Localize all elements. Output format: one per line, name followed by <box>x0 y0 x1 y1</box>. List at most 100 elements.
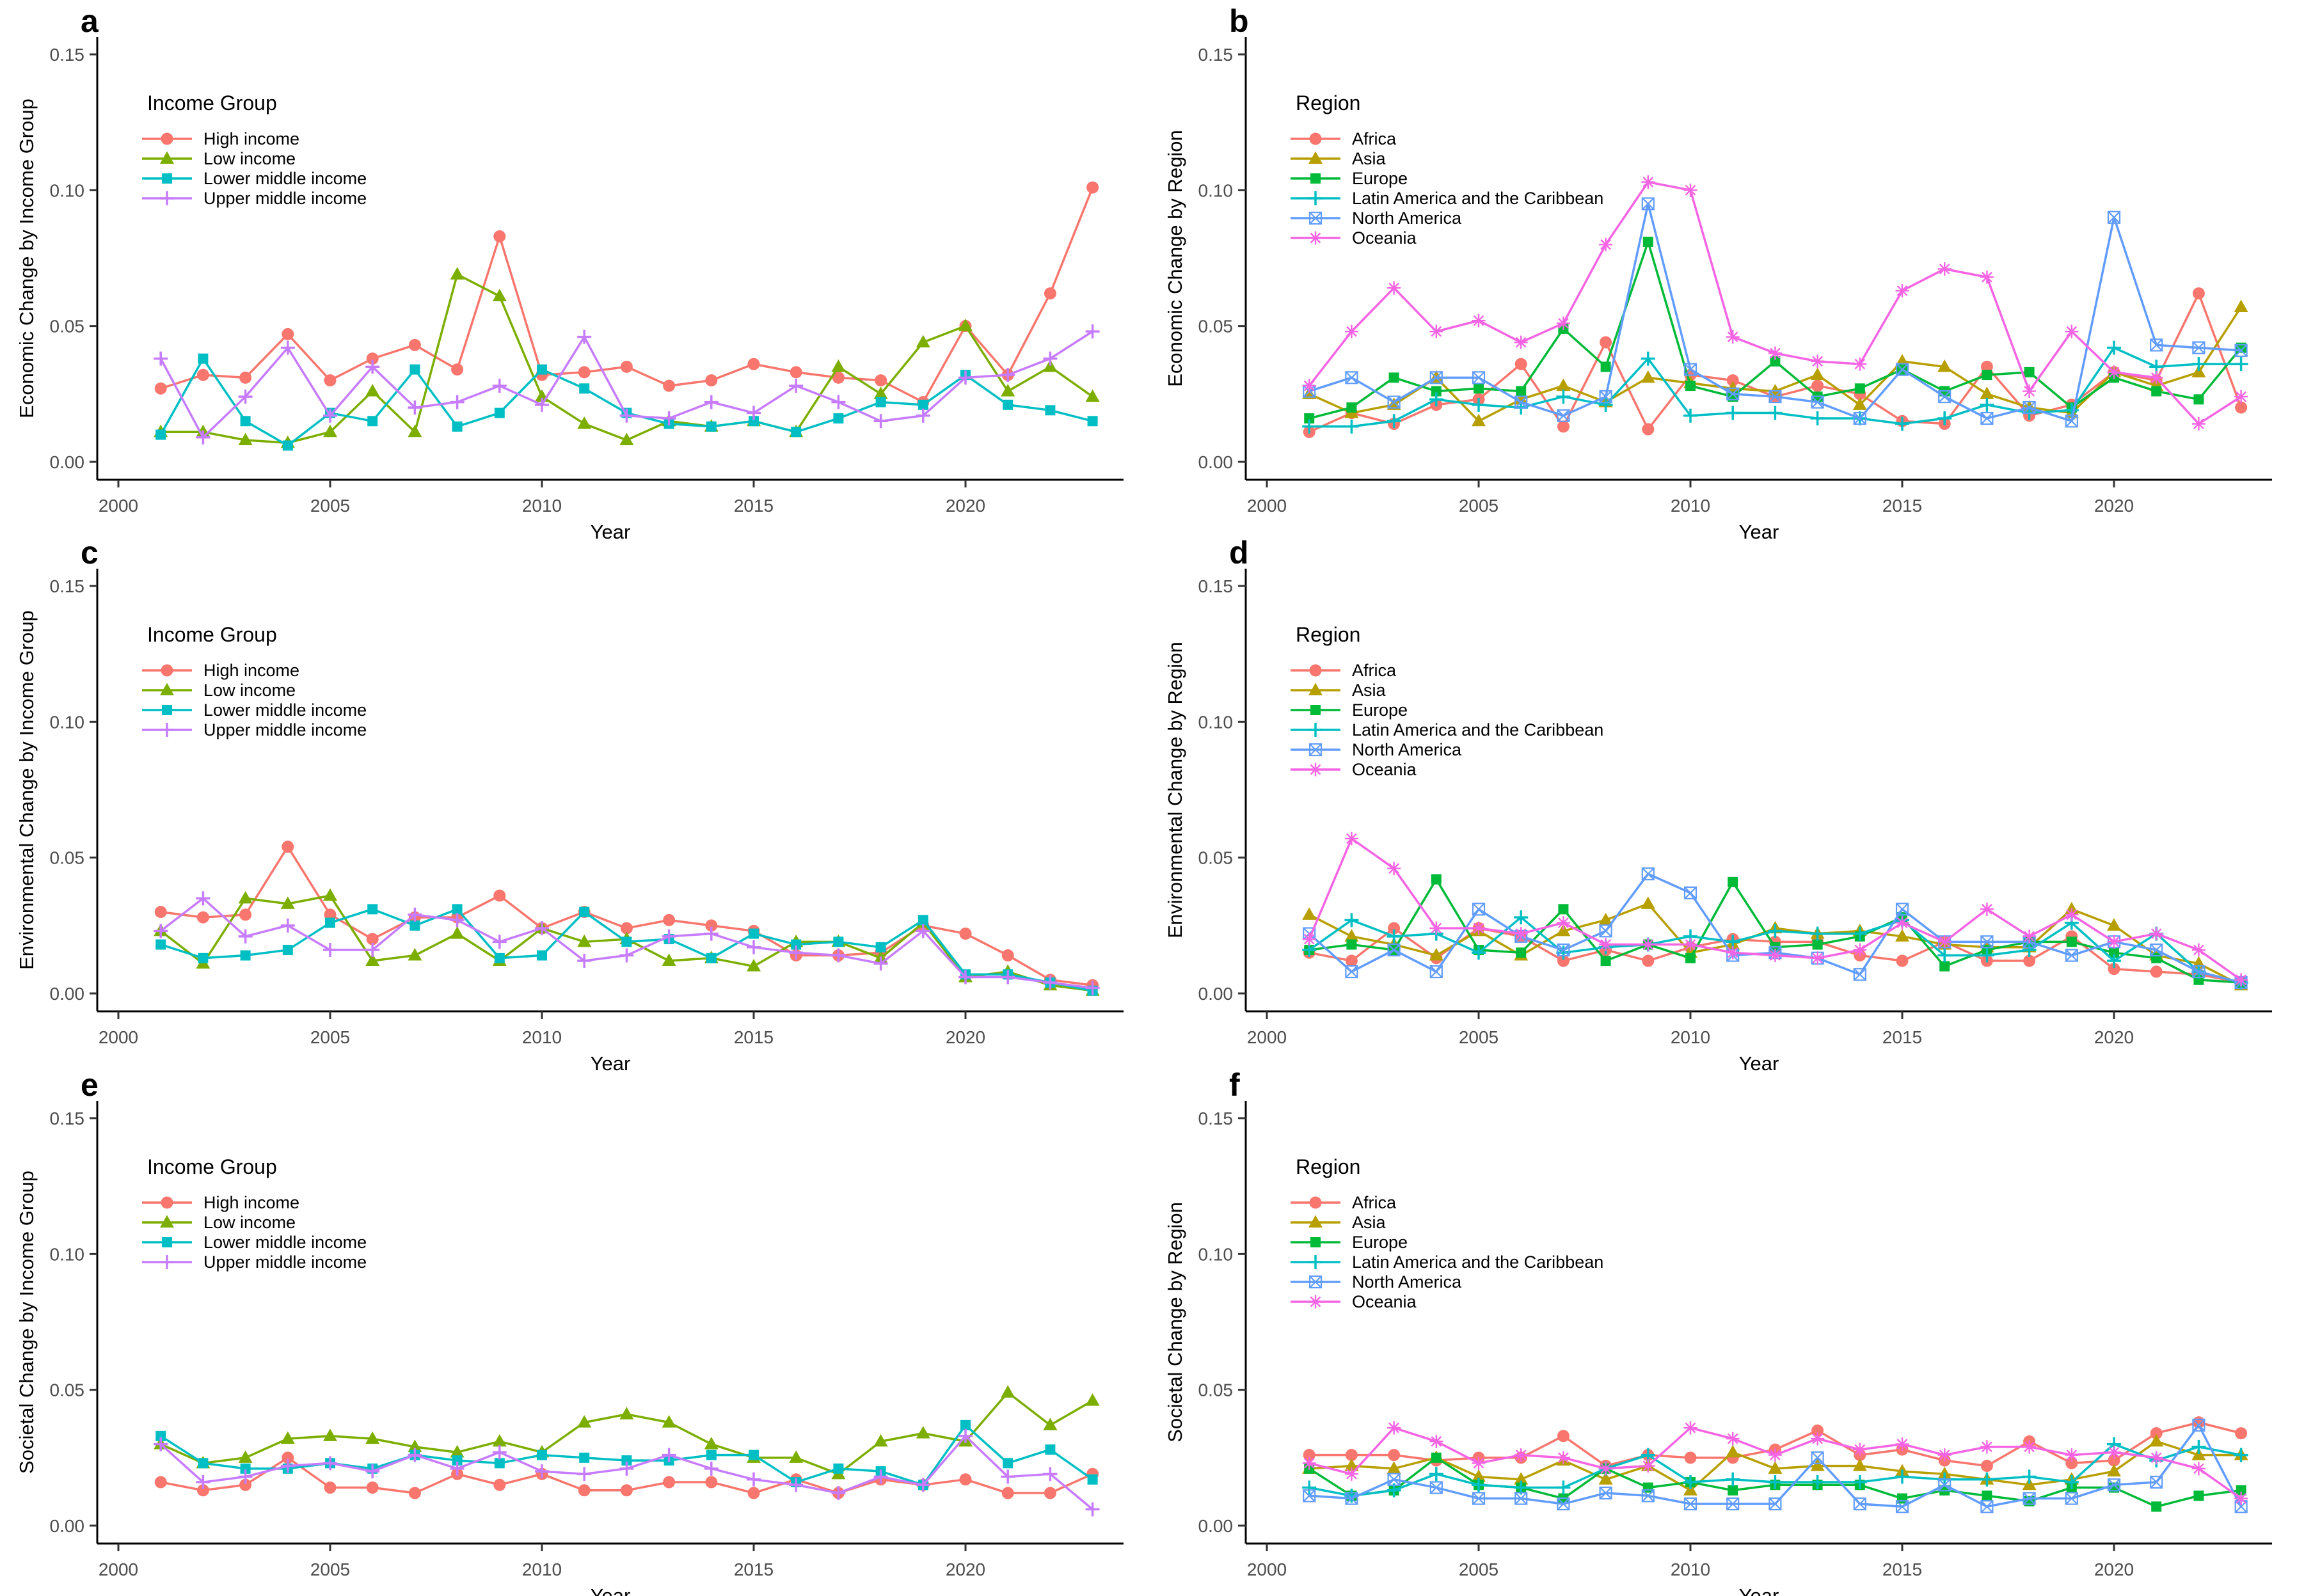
point-high-income <box>959 1473 972 1486</box>
point-upper-middle-income <box>577 329 592 344</box>
point-latin-america-and-the-caribbean <box>2191 1439 2206 1454</box>
point-latin-america-and-the-caribbean <box>1302 419 1317 434</box>
point-low-income <box>450 1444 465 1458</box>
point-lower-middle-income <box>1087 1474 1098 1485</box>
point-north-america <box>1472 903 1486 916</box>
point-oceania <box>1429 921 1443 935</box>
point-latin-america-and-the-caribbean <box>2022 1469 2037 1484</box>
point-asia <box>1852 397 1867 410</box>
point-upper-middle-income <box>365 1464 380 1479</box>
point-upper-middle-income <box>916 924 930 938</box>
point-europe <box>2151 386 2162 397</box>
point-lower-middle-income <box>198 353 209 364</box>
point-lower-middle-income <box>155 429 166 440</box>
point-latin-america-and-the-caribbean <box>1726 406 1740 420</box>
point-upper-middle-income <box>1043 976 1058 990</box>
legend-item-label: High income <box>203 1193 299 1212</box>
chart-societal-by-region: 0.00 0.05 0.10 0.15 2000 2005 2010 2015 2020 Year… <box>1164 1101 2272 1596</box>
legend-item-label: Europe <box>1352 1233 1408 1252</box>
point-north-america <box>1854 1497 1866 1510</box>
point-upper-middle-income <box>1085 1502 1100 1517</box>
legend-item-label: Latin America and the Caribbean <box>1352 189 1603 208</box>
point-upper-middle-income <box>916 1478 930 1492</box>
point-high-income <box>1001 1487 1014 1499</box>
point-low-income <box>747 959 761 972</box>
point-oceania <box>2234 1492 2248 1506</box>
legend-key-north-america <box>1309 212 1322 225</box>
panel-f: f 0.00 0.05 0.10 0.15 2000 2005 2010 2015 2020 Ye… <box>1148 1064 2297 1596</box>
legend-key-north-america <box>1308 1275 1323 1289</box>
point-europe <box>1474 383 1484 394</box>
legend-item-label: High income <box>203 129 299 148</box>
point-low-income <box>1085 1393 1100 1406</box>
point-asia <box>1344 929 1359 942</box>
point-oceania <box>1895 1437 1909 1451</box>
point-asia <box>1344 1458 1359 1471</box>
point-north-america <box>1768 1497 1782 1510</box>
point-latin-america-and-the-caribbean <box>1344 419 1359 434</box>
point-oceania <box>1599 938 1613 952</box>
x-tick-label: 2005 <box>310 496 350 516</box>
legend-key-latin-america-and-the-caribbean <box>1308 1255 1323 1269</box>
point-low-income <box>238 890 253 904</box>
y-tick-label: 0.05 <box>1198 848 1234 868</box>
point-high-income <box>154 906 167 919</box>
point-upper-middle-income <box>577 1467 592 1481</box>
x-tick-label: 2005 <box>310 1027 350 1047</box>
point-oceania <box>1641 938 1655 952</box>
legend-key-low-income <box>160 151 174 164</box>
legend-title: Income Group <box>147 91 277 115</box>
point-oceania <box>1556 1451 1570 1465</box>
legend-item-label: Lower middle income <box>203 700 367 720</box>
point-oceania <box>2149 927 2163 941</box>
point-oceania <box>1683 183 1697 197</box>
point-low-income <box>958 319 973 331</box>
point-latin-america-and-the-caribbean <box>2234 1448 2248 1462</box>
x-tick-label: 2015 <box>1882 1560 1922 1579</box>
point-low-income <box>323 1428 337 1441</box>
point-high-income <box>239 371 252 384</box>
point-lower-middle-income <box>960 1419 971 1430</box>
point-lower-middle-income <box>155 1430 166 1441</box>
panel-label-f: f <box>1229 1067 1240 1103</box>
point-high-income <box>196 1484 209 1497</box>
point-north-america <box>1895 903 1909 916</box>
point-oceania <box>2107 1445 2121 1459</box>
point-asia <box>1937 359 1952 372</box>
panel-c: c 0.00 0.05 0.10 0.15 2000 2005 2010 2015 2020 Ye… <box>0 532 1148 1075</box>
point-oceania <box>1514 1448 1528 1462</box>
point-north-america <box>1345 965 1358 978</box>
point-upper-middle-income <box>450 395 465 409</box>
point-oceania <box>1387 281 1401 295</box>
point-low-income <box>365 1431 380 1444</box>
point-oceania <box>1895 916 1909 930</box>
y-tick-label: 0.00 <box>1198 452 1234 472</box>
point-asia <box>1387 1461 1401 1474</box>
point-north-america <box>1854 968 1866 981</box>
point-upper-middle-income <box>662 1448 676 1462</box>
point-latin-america-and-the-caribbean <box>1472 1478 1486 1492</box>
point-lower-middle-income <box>452 1455 463 1466</box>
point-north-america <box>2065 949 2078 962</box>
point-upper-middle-income <box>577 954 592 968</box>
y-tick-label: 0.05 <box>1198 1380 1234 1400</box>
point-low-income <box>831 359 846 372</box>
legend-key-north-america <box>1309 743 1322 756</box>
x-tick-label: 2020 <box>2094 1560 2134 1579</box>
point-asia <box>1556 923 1571 936</box>
point-lower-middle-income <box>918 399 928 410</box>
point-europe <box>1685 952 1696 963</box>
point-low-income <box>577 1415 592 1428</box>
point-high-income <box>705 1476 718 1489</box>
point-high-income <box>239 908 252 921</box>
y-tick-label: 0.10 <box>1198 712 1234 732</box>
point-upper-middle-income <box>958 1428 973 1443</box>
point-lower-middle-income <box>240 1463 251 1474</box>
point-africa <box>1600 336 1612 349</box>
point-low-income <box>916 1426 930 1439</box>
point-high-income <box>451 363 464 376</box>
point-north-america <box>2150 338 2163 352</box>
point-oceania <box>1641 1459 1655 1473</box>
point-oceania <box>1937 1448 1951 1462</box>
y-tick-label: 0.05 <box>50 848 85 868</box>
